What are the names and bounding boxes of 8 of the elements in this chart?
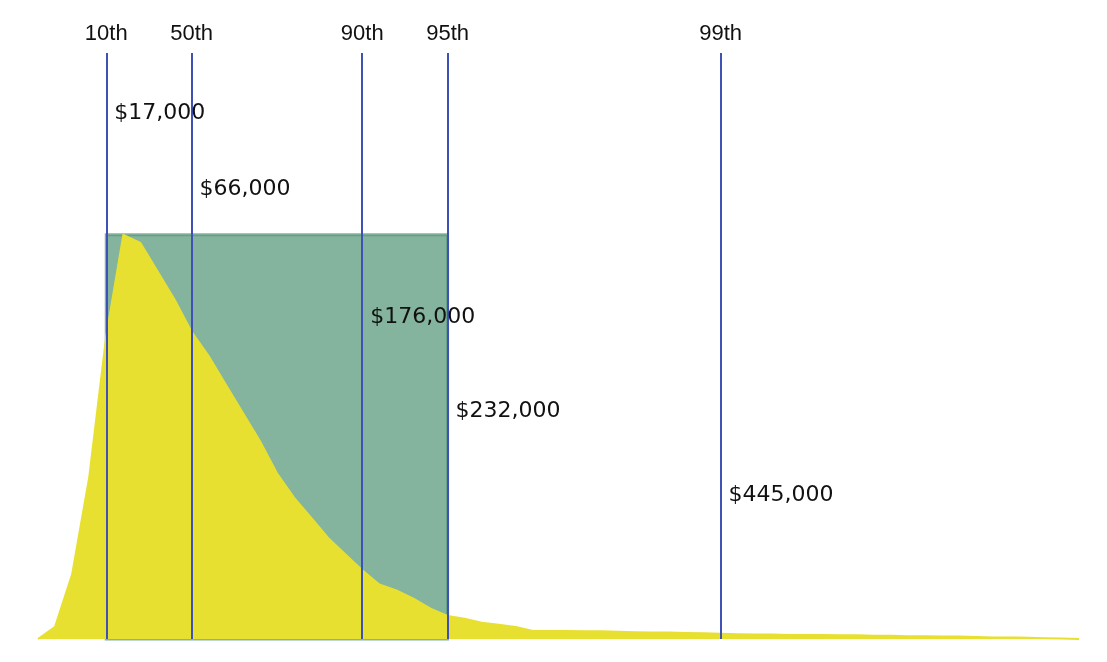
x-tick-label: 95th	[426, 19, 469, 45]
x-tick-label: 90th	[340, 19, 384, 45]
x-tick-label: 99th	[699, 19, 743, 45]
annotation: $445,000	[728, 480, 834, 506]
annotation: $232,000	[455, 396, 561, 422]
x-tick-label: 10th	[84, 19, 128, 45]
x-tick-label: 50th	[170, 19, 213, 45]
annotation: $66,000	[199, 174, 291, 200]
